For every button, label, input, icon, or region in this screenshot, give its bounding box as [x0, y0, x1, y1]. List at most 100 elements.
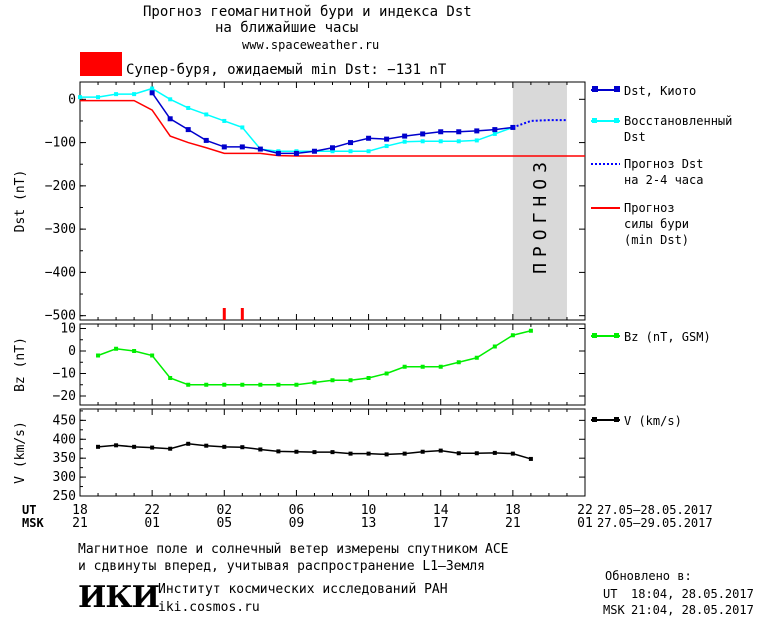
- kyoto-dst-point: [438, 129, 444, 135]
- v-point: [528, 456, 533, 461]
- forecast-zone-label: ПРОГНОЗ: [530, 156, 551, 274]
- kyoto-dst-point: [420, 131, 426, 137]
- restored-dst-point: [150, 86, 155, 91]
- legend-forecast-label-1: Прогноз Dst: [624, 157, 703, 171]
- restored-dst-point: [492, 131, 497, 136]
- v-point: [384, 452, 389, 457]
- msk-tick-label: 01: [144, 516, 160, 531]
- v-point: [348, 451, 353, 456]
- bz-point: [492, 344, 497, 349]
- msk-tick-label: 21: [505, 516, 521, 531]
- restored-dst-line: [80, 87, 514, 152]
- v-point: [474, 451, 479, 456]
- footer-note-line2: и сдвинуты вперед, учитывая распростране…: [78, 559, 485, 574]
- bz-point: [186, 382, 191, 387]
- v-point: [132, 444, 137, 449]
- v-point: [222, 444, 227, 449]
- y-tick-label: 0: [68, 92, 76, 107]
- bz-point: [312, 380, 317, 385]
- kyoto-dst-line: [151, 92, 513, 155]
- bz-point: [150, 353, 155, 358]
- ut-tick-label: 22: [144, 503, 160, 518]
- msk-date-range: 27.05–29.05.2017: [597, 516, 713, 530]
- y-tick-label: −200: [45, 179, 76, 194]
- ut-tick-label: 10: [361, 503, 377, 518]
- storm-time-marker: [240, 308, 244, 320]
- y-tick-label: 10: [60, 322, 76, 337]
- v-point: [168, 446, 173, 451]
- v-point: [204, 443, 209, 448]
- msk-tick-label: 01: [577, 516, 593, 531]
- msk-tick-label: 05: [216, 516, 232, 531]
- v-point: [366, 451, 371, 456]
- restored-dst-point: [420, 139, 425, 144]
- restored-dst-point: [348, 149, 353, 154]
- legend-bz-marker: [614, 333, 619, 338]
- iki-logo: ИКИ: [78, 580, 160, 615]
- y-tick-label: −500: [45, 309, 76, 324]
- bz-point: [276, 382, 281, 387]
- y-tick-label: 300: [53, 470, 76, 485]
- restored-dst-point: [78, 95, 82, 100]
- y-tick-label: 250: [53, 489, 76, 504]
- v-point: [294, 449, 299, 454]
- kyoto-dst-point: [257, 146, 263, 152]
- restored-dst-point: [402, 139, 407, 144]
- v-point: [150, 445, 155, 450]
- legend-bz-marker: [592, 333, 597, 338]
- kyoto-dst-point: [366, 135, 372, 141]
- y-tick-label: 400: [53, 432, 76, 447]
- msk-tick-label: 21: [72, 516, 88, 531]
- legend-kyoto-marker: [592, 86, 598, 92]
- legend-restored-label-1: Восстановленный: [624, 114, 732, 128]
- v-point: [186, 441, 191, 446]
- v-point: [402, 451, 407, 456]
- ut-tick-label: 02: [216, 503, 232, 518]
- restored-dst-point: [114, 92, 119, 97]
- bz-point: [204, 382, 209, 387]
- y-axis-label: Dst (nT): [13, 170, 28, 233]
- v-point: [420, 449, 425, 454]
- bz-point: [114, 346, 119, 351]
- storm-level-label: Супер-буря, ожидаемый min Dst: −131 nT: [126, 62, 447, 78]
- kyoto-dst-point: [330, 145, 335, 151]
- legend-bz-label: Bz (nT, GSM): [624, 330, 711, 344]
- page-subtitle: на ближайшие часы: [215, 20, 359, 36]
- restored-dst-point: [204, 112, 209, 117]
- legend-restored-marker: [592, 118, 597, 123]
- y-tick-label: 450: [53, 413, 76, 428]
- restored-dst-point: [186, 105, 191, 110]
- bz-point: [510, 333, 515, 338]
- updated-label: Обновлено в:: [605, 569, 692, 583]
- restored-dst-point: [240, 125, 245, 130]
- bz-point: [168, 376, 173, 380]
- restored-dst-point: [222, 118, 227, 123]
- kyoto-dst-point: [384, 136, 390, 142]
- dst-panel: 0 −100 −200 −300 −400 −500 Dst (nT): [13, 81, 586, 324]
- kyoto-dst-point: [149, 90, 155, 96]
- restored-dst-point: [168, 97, 173, 102]
- restored-dst-point: [384, 144, 389, 149]
- legend-storm-label-1: Прогноз: [624, 201, 675, 215]
- kyoto-dst-point: [203, 137, 209, 143]
- kyoto-dst-point: [492, 127, 498, 133]
- legend-v-label: V (km/s): [624, 414, 682, 428]
- kyoto-dst-point: [221, 144, 227, 150]
- legend: Dst, Киото Восстановленный Dst Прогноз D…: [591, 84, 732, 428]
- ut-tick-label: 14: [433, 503, 449, 518]
- legend-storm-label-2: силы бури: [624, 217, 689, 231]
- kyoto-dst-point: [239, 144, 245, 150]
- bz-point: [420, 364, 425, 369]
- legend-v-marker: [592, 417, 597, 422]
- msk-tick-label: 13: [361, 516, 377, 531]
- y-tick-label: 350: [53, 451, 76, 466]
- restored-dst-point: [474, 138, 479, 143]
- institute-site-link[interactable]: iki.cosmos.ru: [158, 600, 260, 615]
- kyoto-dst-point: [185, 127, 191, 133]
- updated-msk-value: 21:04, 28.05.2017: [631, 603, 754, 617]
- source-url[interactable]: www.spaceweather.ru: [242, 38, 380, 52]
- institute-name: Институт космических исследований РАН: [158, 582, 448, 597]
- legend-restored-marker: [614, 118, 619, 123]
- restored-dst-point: [132, 92, 137, 97]
